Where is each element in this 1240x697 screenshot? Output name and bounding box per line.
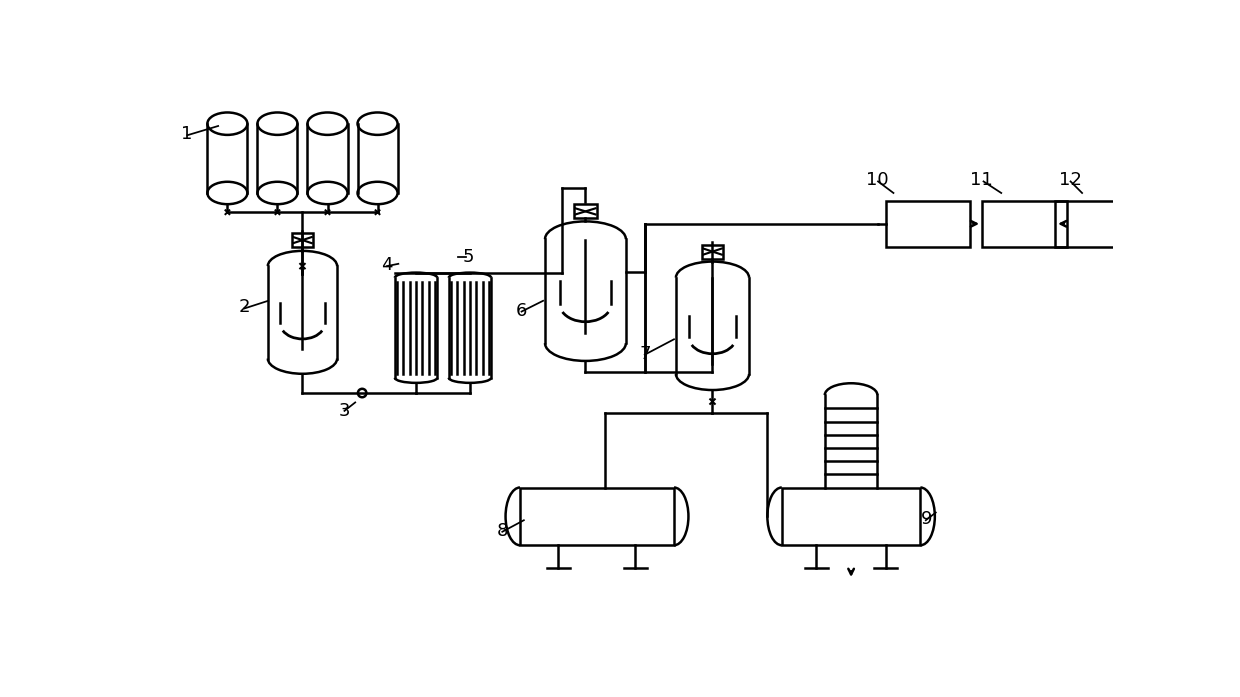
Bar (291, 233, 314, 247)
Text: 9: 9 (920, 510, 932, 528)
Text: 2: 2 (239, 298, 250, 316)
Text: 11: 11 (971, 171, 993, 190)
Bar (982, 201, 1066, 247)
Text: 7: 7 (640, 344, 651, 362)
Text: 5: 5 (463, 248, 474, 266)
Bar (520, 487, 675, 545)
Text: 6: 6 (516, 302, 527, 320)
Bar (1055, 201, 1140, 247)
Bar (885, 201, 971, 247)
Text: 8: 8 (497, 521, 508, 539)
Text: 1: 1 (181, 125, 192, 143)
Bar (702, 245, 723, 259)
Text: 4: 4 (382, 256, 393, 274)
Bar (574, 204, 596, 218)
Bar (781, 487, 920, 545)
Text: 12: 12 (1059, 171, 1081, 190)
Text: 10: 10 (867, 171, 889, 190)
Text: 3: 3 (339, 402, 351, 420)
